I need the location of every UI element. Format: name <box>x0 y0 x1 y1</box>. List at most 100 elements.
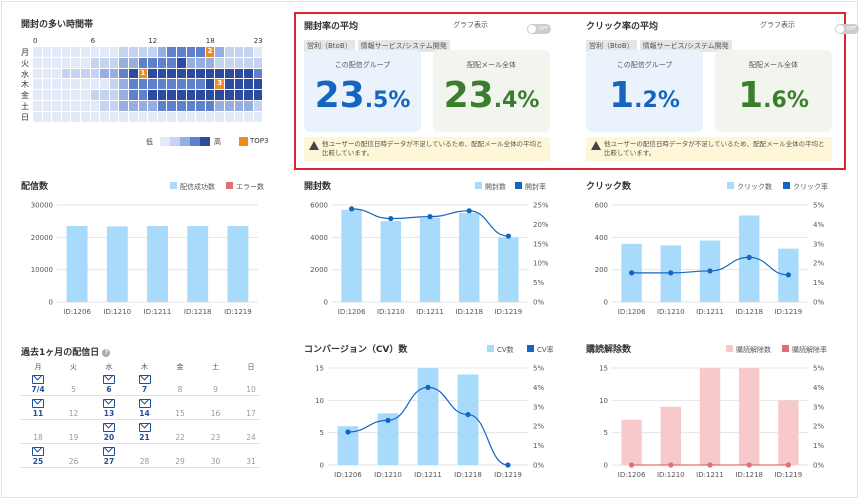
mail-icon[interactable] <box>32 399 44 408</box>
click-group-card: この配信グループ 1.2% <box>586 50 703 132</box>
heatmap-cell <box>205 111 215 122</box>
heatmap-cell <box>90 47 100 57</box>
mail-icon[interactable] <box>138 423 151 432</box>
mail-icon[interactable] <box>138 375 151 384</box>
heatmap-cell <box>129 68 138 79</box>
heatmap-cell <box>119 90 128 100</box>
heatmap-cell <box>109 90 119 100</box>
x-tick-label: ID:1218 <box>454 471 482 479</box>
heatmap-cell <box>61 90 71 100</box>
bar <box>419 217 441 302</box>
calendar-day: 15 <box>175 409 185 418</box>
calendar-day: 7 <box>141 385 148 394</box>
line-point <box>668 270 674 276</box>
legend-swatch <box>170 182 177 189</box>
weekday-label: 水 <box>105 363 113 371</box>
heatmap-cell <box>186 47 196 57</box>
heatmap-cell <box>42 68 52 79</box>
mail-icon[interactable] <box>103 447 115 456</box>
heatmap-cell <box>177 68 186 79</box>
heatmap-cell <box>167 47 176 57</box>
day-label: 火 <box>21 58 29 68</box>
mail-icon[interactable] <box>103 375 115 384</box>
y2-tick-label: 3% <box>813 240 824 248</box>
heatmap-cell <box>234 47 244 57</box>
heatmap-cell <box>100 101 109 111</box>
heatmap-cell <box>244 90 253 100</box>
mail-icon[interactable] <box>32 375 44 384</box>
heatmap-cell <box>52 101 61 111</box>
heatmap-cell <box>167 68 176 79</box>
heatmap-cell <box>225 57 234 68</box>
heatmap-cell <box>186 68 196 79</box>
chart-title: 購読解除数 <box>585 343 632 355</box>
calendar-day: 23 <box>210 433 221 442</box>
heatmap-cell <box>119 101 128 111</box>
heatmap-cell <box>244 111 253 122</box>
y-tick-label: 10 <box>315 397 324 405</box>
heatmap-cell <box>186 90 196 100</box>
heatmap-cell <box>167 101 176 111</box>
calendar-day: 11 <box>32 409 44 418</box>
heatmap-cell <box>33 79 42 90</box>
x-tick-label: ID:1211 <box>414 471 442 479</box>
heatmap-cell <box>129 111 138 122</box>
x-tick-label: ID:1219 <box>775 308 803 316</box>
open-graph-toggle[interactable]: OFF <box>527 24 551 34</box>
legend-label: CV率 <box>537 345 554 354</box>
heatmap-cell <box>196 79 205 90</box>
heatmap-cell <box>42 47 52 57</box>
legend-swatch <box>226 182 233 189</box>
x-tick-label: ID:1219 <box>494 471 522 479</box>
calendar-day: 24 <box>246 433 256 442</box>
y-tick-label: 0 <box>320 462 324 470</box>
chart-title: 開封数 <box>304 180 332 192</box>
heatmap-cell <box>148 101 157 111</box>
calendar-day: 8 <box>177 385 183 394</box>
mail-icon[interactable] <box>103 423 115 432</box>
heatmap-cell <box>186 79 196 90</box>
heatmap-cell <box>129 79 138 90</box>
day-label: 木 <box>21 80 29 90</box>
mail-icon[interactable] <box>138 399 151 408</box>
legend-label: クリック率 <box>793 182 828 191</box>
mail-icon[interactable] <box>103 399 115 408</box>
hour-tick: 6 <box>90 37 96 45</box>
x-tick-label: ID:1219 <box>224 308 252 316</box>
line-point <box>629 462 635 468</box>
category-tag: 情報サービス/システム開発 <box>357 40 450 52</box>
heatmap-cell <box>61 111 71 122</box>
legend-swatch <box>190 137 200 146</box>
heatmap-cell <box>138 101 148 111</box>
heatmap-cell <box>71 90 80 100</box>
heatmap-cell <box>42 79 52 90</box>
x-tick-label: ID:1211 <box>144 308 172 316</box>
heatmap-cell <box>177 111 186 122</box>
heatmap-cell <box>109 79 119 90</box>
heatmap-cell <box>177 57 186 68</box>
calendar-day: 17 <box>246 409 256 418</box>
help-icon[interactable]: ? <box>102 348 111 357</box>
y2-tick-label: 5% <box>813 202 824 210</box>
click-all-label: 配配メール全体 <box>749 61 798 69</box>
x-tick-label: ID:1210 <box>657 308 685 316</box>
legend-swatch <box>475 182 482 189</box>
heatmap-cell <box>100 47 109 57</box>
heatmap-cell <box>196 111 205 122</box>
calendar-row-divider <box>20 443 260 444</box>
heatmap-cell <box>33 47 42 57</box>
click-graph-toggle[interactable]: OFF <box>835 24 859 34</box>
heatmap-cell <box>167 90 176 100</box>
calendar-day: 29 <box>175 457 185 466</box>
heatmap-cell <box>205 57 215 68</box>
mail-icon[interactable] <box>32 447 44 456</box>
heatmap-cell <box>234 68 244 79</box>
bar <box>417 368 439 465</box>
x-tick-label: ID:1218 <box>455 308 483 316</box>
y2-tick-label: 5% <box>533 365 544 373</box>
heatmap-cell <box>253 101 263 111</box>
open-group-value: 23.5% <box>314 75 411 116</box>
calendar-day: 18 <box>33 433 43 442</box>
heatmap-cell <box>90 111 100 122</box>
heatmap-cell <box>234 101 244 111</box>
